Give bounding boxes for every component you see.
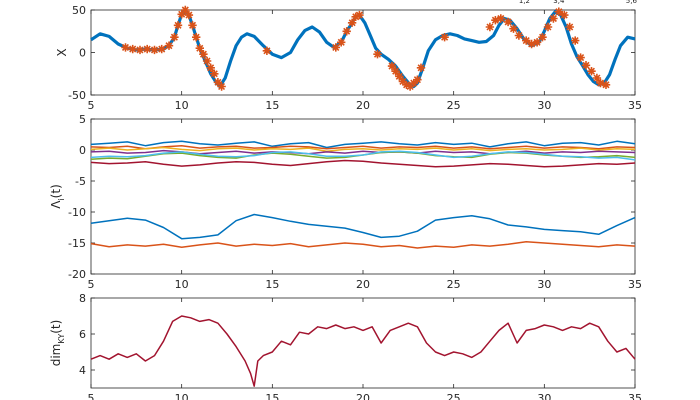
x-tick-label: 20 [356, 99, 370, 112]
y-tick-label: 6 [79, 328, 86, 341]
y-tick-label: 4 [79, 364, 86, 377]
y-axis-label-main: Λ [49, 200, 63, 209]
x-tick-label: 25 [447, 392, 461, 400]
plot-area [90, 5, 636, 91]
y-axis-label-main: dim [49, 344, 63, 367]
series-line [90, 213, 636, 240]
series-line [90, 144, 636, 150]
series-line [90, 241, 636, 249]
plot-area [90, 315, 636, 387]
y-tick-label: -5 [75, 175, 86, 188]
series-markers [121, 5, 611, 91]
top-label: 1,2 [519, 0, 530, 5]
x-tick-label: 10 [175, 99, 189, 112]
y-axis-label: X [55, 48, 69, 56]
x-tick-label: 30 [537, 99, 551, 112]
series-line [90, 146, 636, 152]
y-tick-label: 5 [79, 113, 86, 126]
y-axis-label-subscript: i [57, 198, 66, 200]
x-tick-label: 35 [628, 99, 642, 112]
y-axis-label: Λi(t) [49, 184, 66, 209]
x-tick-label: 20 [356, 392, 370, 400]
y-tick-label: 0 [79, 47, 86, 60]
x-tick-label: 25 [447, 99, 461, 112]
x-tick-label: 10 [175, 278, 189, 291]
x-tick-label: 20 [356, 278, 370, 291]
y-tick-label: -50 [68, 89, 86, 102]
axes-box [90, 297, 636, 389]
y-axis-label-tail: (t) [49, 320, 63, 334]
series-line [90, 159, 636, 168]
y-tick-label: 0 [79, 144, 86, 157]
series-line [90, 315, 636, 387]
plot-area [90, 140, 636, 249]
panel-x-timeseries: 5 10 15 20 25 30 35 -50 0 50 X 1,2 3,4 5,6 [55, 0, 642, 112]
panel-kaplan-yorke-dimension: 5 10 15 20 25 30 35 4 6 8 dimKY(t) [49, 292, 642, 400]
y-tick-label: -15 [68, 237, 86, 250]
y-tick-label: -20 [68, 268, 86, 281]
x-tick-label: 5 [88, 99, 95, 112]
series-line [90, 140, 636, 149]
x-tick-label: 35 [628, 278, 642, 291]
y-tick-label: 50 [72, 4, 86, 17]
x-tick-label: 15 [265, 278, 279, 291]
x-tick-label: 30 [537, 392, 551, 400]
series-line [90, 150, 636, 161]
x-tick-label: 15 [265, 99, 279, 112]
series-line [90, 8, 636, 89]
x-tick-label: 25 [447, 278, 461, 291]
x-tick-label: 5 [88, 392, 95, 400]
y-tick-label: -10 [68, 206, 86, 219]
y-axis-label: dimKY(t) [49, 320, 66, 367]
y-axis-label-subscript: KY [57, 334, 66, 344]
panel-lyapunov-exponents: 5 10 15 20 25 30 35 -20 -15 -10 -5 0 5 Λi(t) [49, 113, 642, 291]
x-tick-label: 5 [88, 278, 95, 291]
x-tick-label: 15 [265, 392, 279, 400]
x-tick-label: 10 [175, 392, 189, 400]
top-label: 3,4 [553, 0, 565, 5]
top-label: 5,6 [626, 0, 638, 5]
y-tick-label: 8 [79, 292, 86, 305]
y-axis-label-tail: (t) [49, 184, 63, 198]
x-tick-label: 30 [537, 278, 551, 291]
x-tick-label: 35 [628, 392, 642, 400]
